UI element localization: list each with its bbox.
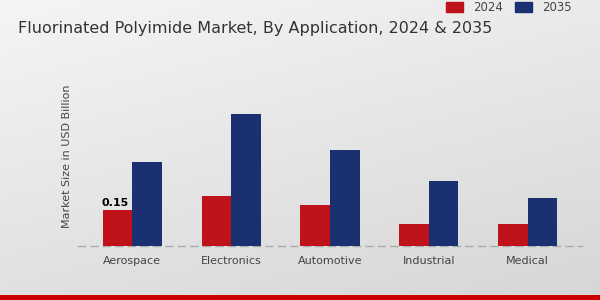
Bar [527,198,557,246]
Text: Fluorinated Polyimide Market, By Application, 2024 & 2035: Fluorinated Polyimide Market, By Applica… [18,21,492,36]
Bar [103,210,133,246]
Bar [429,181,458,246]
Bar [301,205,330,246]
Legend: 2024, 2035: 2024, 2035 [441,0,576,19]
Bar [498,224,527,246]
Bar [133,162,162,246]
Text: 0.15: 0.15 [102,198,129,208]
Bar [399,224,429,246]
Bar [330,150,359,246]
Bar [231,114,261,246]
Bar [202,196,231,246]
Y-axis label: Market Size in USD Billion: Market Size in USD Billion [62,84,73,228]
